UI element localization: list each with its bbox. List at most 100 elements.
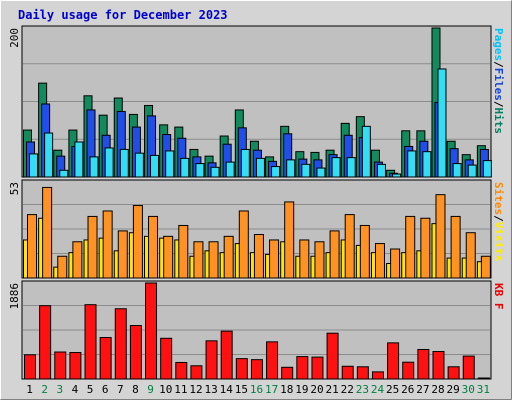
bar-bottom-kb-f-day-12 bbox=[190, 365, 203, 380]
x-tick-label-9: 9 bbox=[147, 383, 154, 396]
bar-bottom-kb-f-day-29 bbox=[447, 366, 460, 380]
bar-top-pages-day-14 bbox=[225, 161, 235, 178]
bar-middle-sites-day-27 bbox=[420, 217, 431, 279]
bar-bottom-kb-f-day-8 bbox=[129, 325, 142, 380]
bar-bottom-kb-f-day-24 bbox=[371, 371, 384, 380]
bar-bottom-kb-f-day-21 bbox=[326, 332, 339, 380]
bar-top-pages-day-30 bbox=[467, 164, 477, 178]
bar-middle-sites-day-10 bbox=[163, 235, 174, 279]
bar-middle-sites-day-4 bbox=[72, 241, 83, 279]
bar-middle-sites-day-24 bbox=[374, 243, 385, 279]
bar-bottom-kb-f-day-15 bbox=[235, 358, 248, 380]
bar-middle-sites-day-1 bbox=[27, 214, 37, 279]
bar-top-pages-day-16 bbox=[255, 157, 265, 178]
bar-middle-sites-day-2 bbox=[42, 186, 53, 279]
x-tick-label-28: 28 bbox=[431, 383, 444, 396]
x-tick-label-26: 26 bbox=[401, 383, 414, 396]
bar-middle-sites-day-9 bbox=[148, 215, 159, 279]
x-tick-label-29: 29 bbox=[447, 383, 460, 396]
bar-middle-sites-day-31 bbox=[480, 255, 491, 279]
bar-top-pages-day-17 bbox=[271, 166, 281, 178]
bar-middle-sites-day-20 bbox=[314, 241, 325, 279]
bar-bottom-kb-f-day-9 bbox=[145, 282, 158, 380]
bar-middle-sites-day-30 bbox=[465, 232, 476, 279]
bar-bottom-kb-f-day-13 bbox=[205, 340, 218, 380]
bar-top-pages-day-11 bbox=[180, 157, 190, 178]
legend-item-bottom-0: KB F bbox=[492, 283, 505, 310]
bar-bottom-kb-f-day-30 bbox=[462, 355, 475, 380]
bar-bottom-kb-f-day-10 bbox=[160, 337, 173, 380]
bar-middle-sites-day-29 bbox=[450, 215, 461, 279]
bar-top-pages-day-25 bbox=[392, 173, 402, 178]
x-tick-label-12: 12 bbox=[189, 383, 202, 396]
bar-middle-sites-day-11 bbox=[178, 224, 189, 279]
bar-middle-sites-day-14 bbox=[223, 235, 234, 279]
x-tick-label-15: 15 bbox=[235, 383, 248, 396]
bar-bottom-kb-f-day-6 bbox=[99, 337, 112, 380]
x-tick-label-20: 20 bbox=[310, 383, 323, 396]
bar-bottom-kb-f-day-26 bbox=[402, 361, 415, 380]
x-tick-label-10: 10 bbox=[159, 383, 172, 396]
x-tick-label-14: 14 bbox=[220, 383, 234, 396]
bar-top-pages-day-15 bbox=[240, 148, 250, 178]
x-tick-label-21: 21 bbox=[326, 383, 339, 396]
bar-middle-sites-day-17 bbox=[269, 239, 280, 279]
legend-item-top-2: Files bbox=[492, 68, 505, 101]
bar-bottom-kb-f-day-18 bbox=[281, 366, 294, 380]
bar-bottom-kb-f-day-1 bbox=[24, 354, 36, 380]
bar-top-pages-day-3 bbox=[59, 169, 69, 178]
bar-bottom-kb-f-day-2 bbox=[39, 305, 52, 380]
bar-top-pages-day-27 bbox=[422, 151, 432, 178]
legend-item-middle-0: Sites bbox=[492, 182, 505, 215]
bar-top-pages-day-28 bbox=[437, 68, 447, 178]
x-tick-label-16: 16 bbox=[250, 383, 263, 396]
x-tick-label-18: 18 bbox=[280, 383, 293, 396]
x-tick-label-19: 19 bbox=[295, 383, 308, 396]
bar-top-pages-day-20 bbox=[316, 167, 326, 178]
y-max-label-bottom: 1886 bbox=[8, 283, 21, 310]
x-tick-label-6: 6 bbox=[102, 383, 109, 396]
bar-bottom-kb-f-day-5 bbox=[84, 304, 97, 380]
bar-bottom-kb-f-day-7 bbox=[114, 308, 127, 380]
bar-middle-sites-day-28 bbox=[435, 194, 446, 279]
panel-bottom: 1886 KB F bbox=[8, 280, 505, 380]
legend-item-top-0: Pages bbox=[492, 28, 505, 61]
x-tick-label-2: 2 bbox=[41, 383, 48, 396]
bar-bottom-kb-f-day-31 bbox=[477, 377, 490, 380]
bar-top-pages-day-22 bbox=[346, 157, 356, 178]
legend-item-middle-2: Visits bbox=[492, 222, 505, 262]
bar-bottom-kb-f-day-27 bbox=[417, 348, 430, 380]
bar-bottom-kb-f-day-4 bbox=[69, 352, 82, 380]
bar-top-pages-day-6 bbox=[104, 147, 114, 178]
bar-top-pages-day-7 bbox=[119, 148, 129, 178]
bar-top-pages-day-21 bbox=[331, 157, 341, 178]
bar-top-pages-day-4 bbox=[74, 141, 84, 178]
bar-middle-sites-day-13 bbox=[208, 241, 219, 279]
bar-top-pages-day-24 bbox=[376, 163, 386, 178]
bar-middle-sites-day-5 bbox=[87, 215, 98, 279]
x-tick-label-31: 31 bbox=[477, 383, 490, 396]
bar-top-pages-day-23 bbox=[361, 125, 371, 178]
x-tick-label-27: 27 bbox=[416, 383, 429, 396]
bar-bottom-kb-f-day-25 bbox=[387, 342, 400, 380]
y-max-label-top: 200 bbox=[8, 28, 21, 48]
bar-bottom-kb-f-day-11 bbox=[175, 361, 188, 380]
x-tick-label-8: 8 bbox=[132, 383, 139, 396]
bar-middle-sites-day-23 bbox=[359, 224, 370, 279]
x-tick-label-13: 13 bbox=[204, 383, 217, 396]
bar-bottom-kb-f-day-3 bbox=[54, 351, 67, 380]
legend-middle: Sites/Visits bbox=[492, 182, 505, 262]
bar-bottom-kb-f-day-17 bbox=[266, 341, 279, 380]
y-max-label-middle: 53 bbox=[8, 182, 21, 195]
x-tick-label-3: 3 bbox=[57, 383, 64, 396]
bar-middle-sites-day-6 bbox=[102, 210, 113, 279]
bar-bottom-kb-f-day-23 bbox=[356, 366, 369, 380]
legend-item-top-1: / bbox=[492, 61, 505, 68]
x-tick-label-1: 1 bbox=[26, 383, 33, 396]
bar-top-pages-day-10 bbox=[165, 150, 175, 178]
legend-top: Pages/Files/Hits bbox=[492, 28, 505, 134]
bar-bottom-kb-f-day-16 bbox=[250, 359, 263, 380]
bar-middle-sites-day-19 bbox=[299, 239, 310, 279]
